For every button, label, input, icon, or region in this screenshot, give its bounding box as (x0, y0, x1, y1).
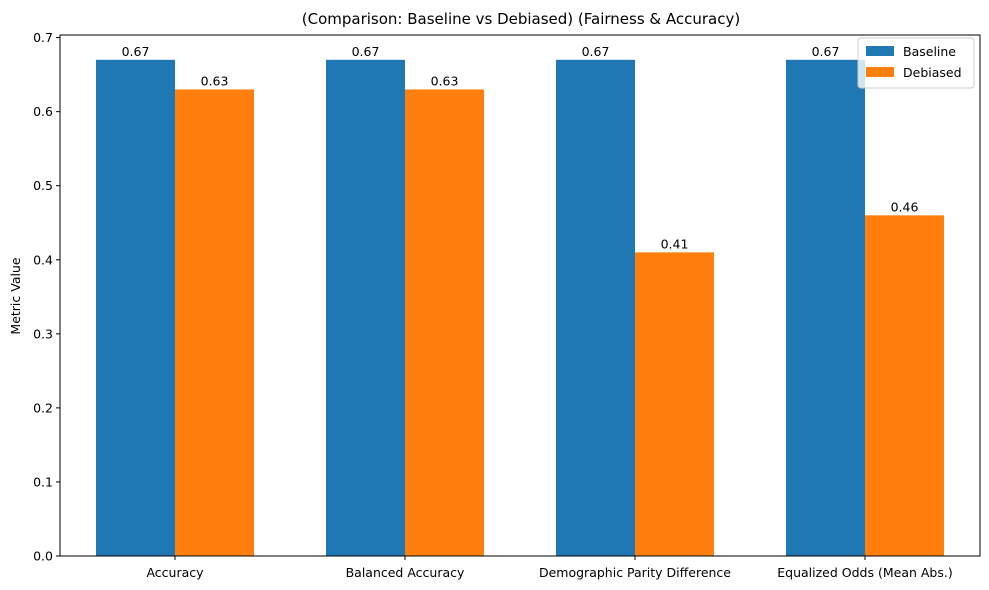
bar-baseline-1 (96, 59, 175, 557)
data-label-baseline-2: 0.67 (352, 44, 380, 59)
legend-label-baseline: Baseline (903, 44, 956, 59)
legend-swatch-debiased (866, 67, 894, 77)
bar-debiased-1 (175, 89, 254, 557)
y-tick-label-4: 0.4 (33, 252, 53, 267)
bar-debiased-4 (865, 215, 944, 556)
data-label-baseline-1: 0.67 (122, 44, 150, 59)
plot-frame (59, 34, 981, 557)
x-tick-label-0: Accuracy (146, 565, 204, 580)
plot-area: 0.67 0.67 0.67 0.67 0.63 0.63 0.41 0.46 0.0 0.1 0.… (33, 30, 981, 580)
data-label-baseline-4: 0.67 (812, 44, 840, 59)
y-axis-label: Metric Value (8, 257, 23, 334)
y-tick-label-0: 0.0 (33, 549, 53, 564)
data-label-baseline-3: 0.67 (582, 44, 610, 59)
legend-label-debiased: Debiased (903, 65, 962, 80)
data-label-debiased-1: 0.63 (201, 73, 229, 88)
x-tick-label-3: Equalized Odds (Mean Abs.) (777, 565, 952, 580)
y-tick-label-7: 0.7 (33, 30, 53, 45)
chart-title: (Comparison: Baseline vs Debiased) (Fair… (302, 10, 740, 28)
bar-baseline-2 (326, 59, 405, 557)
legend-swatch-baseline (866, 46, 894, 56)
y-tick-label-5: 0.5 (33, 178, 53, 193)
bar-baseline-4 (786, 59, 865, 557)
y-tick-label-6: 0.6 (33, 104, 53, 119)
data-label-debiased-3: 0.41 (661, 236, 689, 251)
y-tick-label-2: 0.2 (33, 400, 53, 415)
bar-baseline-3 (556, 59, 635, 557)
y-tick-label-3: 0.3 (33, 326, 53, 341)
data-label-debiased-4: 0.46 (891, 199, 919, 214)
bar-debiased-3 (635, 252, 714, 556)
bar-debiased-2 (405, 89, 484, 557)
y-tick-label-1: 0.1 (33, 474, 53, 489)
data-label-debiased-2: 0.63 (431, 73, 459, 88)
x-tick-label-1: Balanced Accuracy (346, 565, 465, 580)
x-tick-label-2: Demographic Parity Difference (539, 565, 731, 580)
